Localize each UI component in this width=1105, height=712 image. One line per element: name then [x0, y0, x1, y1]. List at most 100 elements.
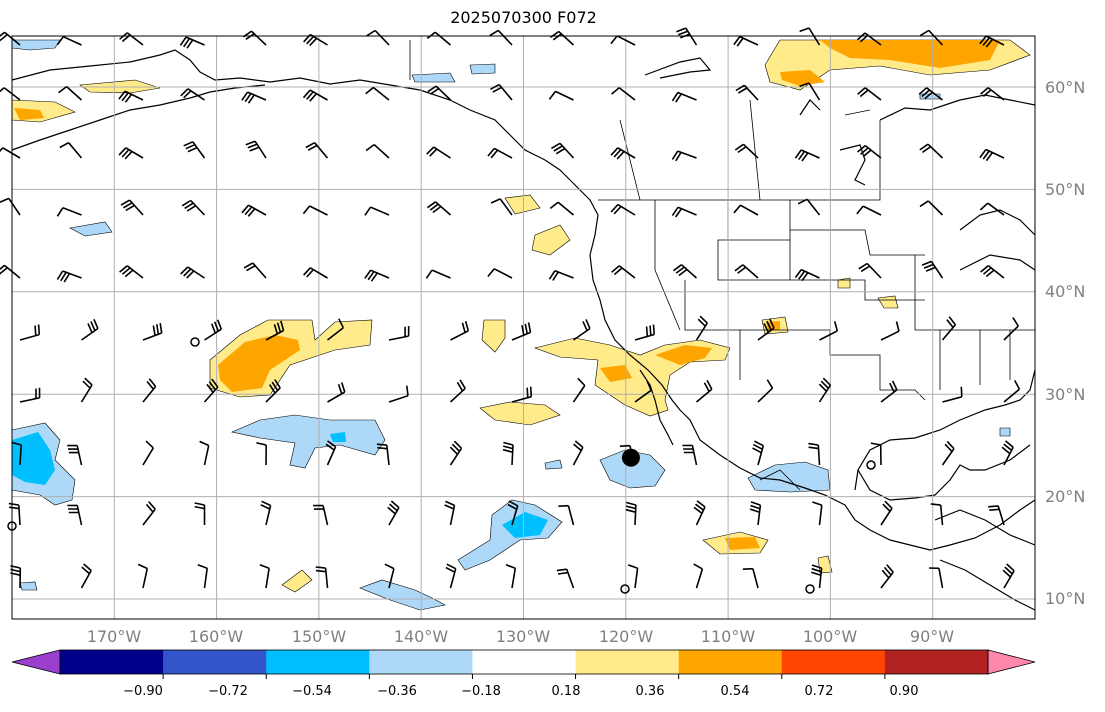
wind-barb [757, 379, 774, 403]
wind-barb [241, 91, 267, 104]
wind-barb [325, 440, 337, 466]
wind-barb [610, 203, 636, 216]
wind-barb-shaft [260, 500, 272, 526]
wind-barb-shaft [880, 380, 898, 403]
wind-barb [365, 143, 390, 159]
wind-barb-shaft [610, 147, 636, 160]
colorbar-extend-low [11, 649, 61, 675]
wind-barb-shaft [752, 440, 765, 466]
wind-barb-shaft [487, 147, 513, 159]
wind-barb [979, 148, 1005, 162]
positive-anomaly-areas [11, 39, 1031, 593]
wind-barb [449, 379, 466, 403]
wind-barb-shaft [0, 147, 21, 159]
wind-barb [183, 141, 206, 159]
wind-barb [118, 147, 144, 160]
lon-label-140w: 140°W [393, 627, 449, 646]
wind-barb [610, 35, 636, 46]
negative-anomaly-areas [11, 39, 1011, 611]
colorbar-extend-high [987, 649, 1036, 675]
wind-barb [1001, 440, 1014, 466]
wind-barb-shaft [203, 378, 219, 403]
wind-barb [921, 260, 944, 279]
wind-barb [427, 201, 452, 216]
wind-barb [693, 563, 704, 589]
wind-barb [979, 202, 1005, 216]
wind-barb [556, 568, 575, 589]
wind-barb [80, 563, 92, 589]
wind-barb-shaft [1003, 317, 1019, 341]
wind-barb [142, 322, 163, 341]
wind-barb-shaft [325, 440, 337, 466]
wind-barb-shaft [181, 199, 206, 216]
wind-barb-shaft [142, 440, 154, 466]
wind-barb-shaft [611, 265, 636, 279]
anomaly-shading [11, 39, 1031, 611]
wind-barb-shaft [919, 29, 944, 46]
wind-barb-shaft [548, 90, 574, 101]
wind-barb [142, 501, 156, 526]
wind-barb [930, 503, 944, 526]
wind-barb-shaft [693, 563, 704, 589]
wind-barb-shaft [550, 142, 575, 159]
wind-barb-shaft [671, 150, 697, 162]
coastlines [11, 49, 1036, 611]
wind-barb-shaft [302, 205, 328, 216]
wind-barb-shaft [11, 441, 22, 466]
wind-barb [120, 199, 144, 216]
wind-barb [445, 563, 457, 589]
wind-barb-shaft [19, 387, 41, 403]
wind-barb-shaft [941, 316, 957, 341]
wind-barb [611, 265, 636, 279]
colorbar-segment [575, 650, 680, 674]
wind-barb [449, 440, 463, 466]
wind-barb [502, 441, 514, 466]
wind-barb [243, 262, 267, 279]
wind-barb-shaft [179, 36, 205, 49]
wind-barb [426, 31, 452, 46]
wind-barb [118, 90, 144, 103]
wind-barb-shaft [733, 204, 759, 216]
colorbar-tick: 0.18 [551, 684, 581, 699]
wind-barb-shaft [980, 87, 1005, 101]
wind-barb [671, 206, 697, 218]
lon-label-100w: 100°W [802, 627, 858, 646]
wind-barb [384, 563, 395, 589]
wind-barb [1003, 317, 1019, 341]
wind-barb [179, 36, 205, 49]
wind-barb-shaft [0, 197, 21, 216]
wind-barb [260, 500, 272, 526]
wind-barb [880, 380, 898, 403]
wind-barb-shaft [305, 141, 329, 159]
wind-barb-shaft [388, 326, 410, 341]
wind-barb [80, 377, 93, 403]
wind-barb [204, 319, 223, 341]
wind-barb [812, 501, 823, 526]
colorbar-segment [163, 650, 267, 674]
wind-barb-shaft [1002, 563, 1015, 589]
lon-label-120w: 120°W [598, 627, 654, 646]
wind-barb-shaft [558, 504, 575, 526]
colorbar-tick: −0.18 [461, 684, 501, 699]
wind-barb [918, 87, 943, 101]
wind-barb-shaft [625, 501, 637, 526]
wind-barb-shaft [425, 269, 451, 279]
wind-barb-shaft [427, 85, 452, 101]
colorbar-tick: 0.90 [889, 684, 919, 699]
wind-barb-shaft [1003, 380, 1021, 403]
wind-barb [634, 380, 652, 403]
colorbar-segment [60, 650, 164, 674]
wind-barb-shaft [572, 440, 584, 466]
wind-barb-shaft [490, 198, 513, 216]
wind-barb [181, 199, 206, 216]
wind-barb-shaft [797, 198, 821, 216]
wind-barb-shaft [511, 322, 532, 341]
wind-barb-shaft [880, 564, 894, 589]
wind-barb [56, 270, 82, 283]
wind-barb-shaft [245, 140, 267, 159]
wind-barb-shaft [880, 321, 900, 341]
wind-barb-shaft [757, 379, 774, 403]
wind-barb-shaft [930, 503, 944, 526]
wind-barb-shaft [120, 199, 144, 216]
wind-barb [548, 270, 574, 281]
